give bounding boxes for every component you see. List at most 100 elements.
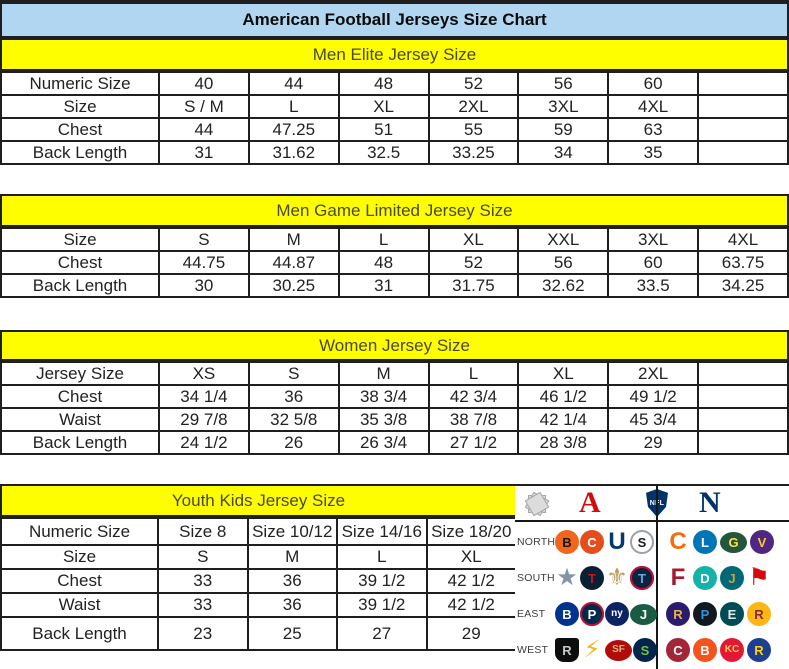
- men-game-limited-table: Size S M L XL XXL 3XL 4XL Chest 44.75 44.87 48 52 56 6…: [0, 227, 789, 298]
- size-value-cell: 3XL: [607, 227, 700, 252]
- table-row: Numeric Size 40 44 48 52 56 60: [0, 71, 789, 96]
- size-value-cell: 4XL: [607, 94, 700, 119]
- size-value-cell: [697, 94, 789, 119]
- table-row: Chest 34 1/4 36 38 3/4 42 3/4 46 1/2 49 1/2: [0, 384, 789, 409]
- size-value-cell: Size 8: [157, 517, 249, 546]
- size-value-cell: 48: [337, 71, 430, 96]
- size-value-cell: 56: [517, 250, 610, 275]
- division-label-north: NORTH: [517, 536, 556, 548]
- size-value-cell: 51: [337, 117, 430, 142]
- size-value-cell: 63.75: [697, 250, 789, 275]
- size-value-cell: 33.25: [427, 140, 520, 165]
- size-value-cell: 33.5: [607, 273, 700, 298]
- bills-logo: B: [555, 602, 579, 626]
- size-value-cell: XL: [337, 94, 430, 119]
- row-label-cell: Waist: [0, 592, 159, 618]
- cowboys-logo: ★: [556, 564, 578, 591]
- men-game-limited-header: Men Game Limited Jersey Size: [0, 194, 789, 227]
- steelers-logo: S: [630, 530, 654, 554]
- lions-logo: L: [693, 530, 717, 554]
- size-value-cell: 30: [158, 273, 250, 298]
- size-value-cell: 29 7/8: [158, 407, 250, 432]
- youth-kids-table: Numeric Size Size 8 Size 10/12 Size 14/16 Si…: [0, 517, 517, 651]
- size-value-cell: Size 14/16: [336, 517, 428, 546]
- size-value-cell: [697, 407, 789, 432]
- patriots-logo: P: [580, 602, 604, 626]
- table-row: Waist 29 7/8 32 5/8 35 3/8 38 7/8 42 1/4 45 3/…: [0, 407, 789, 432]
- size-value-cell: 3XL: [517, 94, 610, 119]
- division-label-west: WEST: [517, 644, 549, 656]
- rams-logo: R: [747, 638, 771, 662]
- size-value-cell: 29: [425, 616, 517, 651]
- size-value-cell: 56: [517, 71, 610, 96]
- row-label-cell: Back Length: [0, 430, 160, 455]
- vikings-logo: V: [750, 530, 774, 554]
- size-value-cell: L: [247, 94, 340, 119]
- size-value-cell: 55: [427, 117, 520, 142]
- size-value-cell: 29: [607, 430, 700, 455]
- table-row: Back Length 23 25 27 29: [0, 616, 517, 651]
- size-value-cell: 60: [607, 71, 700, 96]
- conference-header: A NFL N: [515, 486, 789, 522]
- row-label-cell: Back Length: [0, 273, 160, 298]
- 49ers-logo: SF: [605, 639, 632, 661]
- size-value-cell: S: [158, 227, 250, 252]
- size-value-cell: 31: [337, 273, 430, 298]
- row-label-cell: Chest: [0, 384, 160, 409]
- broncos-logo: B: [693, 638, 717, 662]
- size-value-cell: XS: [158, 361, 250, 386]
- size-value-cell: [697, 117, 789, 142]
- size-value-cell: 26: [247, 430, 340, 455]
- size-value-cell: 35 3/8: [337, 407, 430, 432]
- size-value-cell: 45 3/4: [607, 407, 700, 432]
- buccaneers-logo: ⚑: [748, 564, 770, 591]
- dolphins-logo: D: [693, 566, 717, 590]
- row-label-cell: Size: [0, 227, 160, 252]
- size-value-cell: 23: [157, 616, 249, 651]
- size-value-cell: 44.87: [247, 250, 340, 275]
- saints-logo: ⚜: [606, 564, 628, 591]
- size-value-cell: 32.5: [337, 140, 430, 165]
- size-value-cell: [697, 361, 789, 386]
- size-value-cell: 27 1/2: [427, 430, 520, 455]
- cardinals-logo: C: [666, 638, 690, 662]
- nfc-team-group: C B KC R: [657, 638, 771, 662]
- table-row: Chest 33 36 39 1/2 42 1/2: [0, 568, 517, 594]
- titans-logo: T: [630, 566, 654, 590]
- row-label-cell: Waist: [0, 407, 160, 432]
- panthers-logo: P: [693, 602, 717, 626]
- size-value-cell: [697, 430, 789, 455]
- size-value-cell: 38 3/4: [337, 384, 430, 409]
- division-row: SOUTH ★ T ⚜ T F D J ⚑: [515, 561, 789, 595]
- row-label-cell: Back Length: [0, 616, 159, 651]
- size-value-cell: 33: [157, 592, 249, 618]
- size-value-cell: L: [427, 361, 520, 386]
- size-value-cell: M: [337, 361, 430, 386]
- table-row: Size S M L XL XXL 3XL 4XL: [0, 227, 789, 252]
- size-value-cell: 42 3/4: [427, 384, 520, 409]
- size-value-cell: 38 7/8: [427, 407, 520, 432]
- size-value-cell: M: [246, 544, 338, 570]
- size-value-cell: 31.62: [247, 140, 340, 165]
- size-value-cell: 44: [247, 71, 340, 96]
- browns-logo: C: [580, 530, 604, 554]
- size-value-cell: 39 1/2: [336, 592, 428, 618]
- nfc-logo-icon: N: [699, 486, 721, 519]
- row-label-cell: Numeric Size: [0, 517, 159, 546]
- starburst-icon: [521, 488, 553, 520]
- nfl-teams-panel: A NFL N NORTHBCUSCLGVSOUTH★T⚜TFDJ⚑EASTBP…: [515, 484, 789, 669]
- raiders-logo: R: [555, 638, 579, 662]
- size-value-cell: 60: [607, 250, 700, 275]
- size-value-cell: 24 1/2: [158, 430, 250, 455]
- size-value-cell: 4XL: [697, 227, 789, 252]
- size-value-cell: 42 1/2: [425, 592, 517, 618]
- colts-logo: U: [608, 528, 626, 555]
- table-row: Chest 44 47.25 51 55 59 63: [0, 117, 789, 142]
- men-elite-header: Men Elite Jersey Size: [0, 38, 789, 71]
